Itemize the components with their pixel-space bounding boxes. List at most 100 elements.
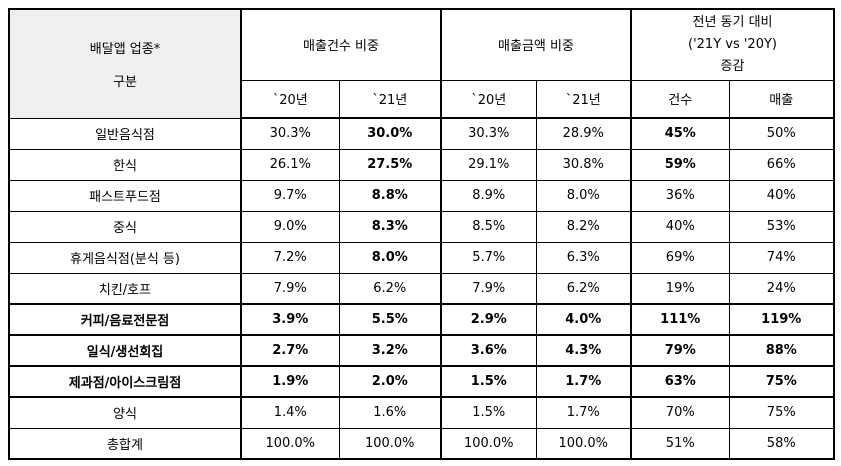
row-label: 휴게음식점(분식 등)	[8, 241, 242, 274]
cell-yoy-count: 51%	[630, 427, 730, 460]
cell-count-y20: 9.0%	[240, 210, 340, 243]
subheader-amount-y20: `20년	[440, 79, 537, 119]
cell-count-y21: 6.2%	[338, 272, 442, 305]
cell-yoy-count: 59%	[630, 148, 730, 181]
cell-count-y20: 1.4%	[240, 396, 340, 429]
cell-amount-y20: 7.9%	[440, 272, 537, 305]
row-label: 일반음식점	[8, 117, 242, 150]
header-group-sales-amount: 매출금액 비중	[440, 8, 632, 81]
cell-amount-y21: 4.0%	[535, 303, 632, 336]
cell-yoy-count: 70%	[630, 396, 730, 429]
cell-count-y20: 30.3%	[240, 117, 340, 150]
table-header: 배달앱 업종* 구분 매출건수 비중 매출금액 비중 전년 동기 대비 ('21…	[8, 8, 835, 119]
row-label: 치킨/호프	[8, 272, 242, 305]
cell-amount-y21: 1.7%	[535, 365, 632, 398]
cell-yoy-count: 40%	[630, 210, 730, 243]
cell-count-y20: 2.7%	[240, 334, 340, 367]
cell-amount-y20: 2.9%	[440, 303, 537, 336]
cell-amount-y21: 6.3%	[535, 241, 632, 274]
cell-count-y20: 100.0%	[240, 427, 340, 460]
cell-count-y21: 5.5%	[338, 303, 442, 336]
subheader-count-y21: `21년	[338, 79, 442, 119]
cell-count-y20: 7.9%	[240, 272, 340, 305]
cell-yoy-count: 111%	[630, 303, 730, 336]
header-category-line1: 배달앱 업종*	[89, 41, 161, 57]
cell-amount-y20: 1.5%	[440, 396, 537, 429]
header-group-yoy: 전년 동기 대비 ('21Y vs '20Y) 증감	[630, 8, 835, 81]
cell-count-y21: 2.0%	[338, 365, 442, 398]
table-row: 휴게음식점(분식 등) 7.2% 8.0% 5.7% 6.3% 69% 74%	[8, 241, 835, 274]
cell-count-y20: 3.9%	[240, 303, 340, 336]
cell-amount-y20: 3.6%	[440, 334, 537, 367]
row-label: 커피/음료전문점	[8, 303, 242, 336]
cell-yoy-count: 69%	[630, 241, 730, 274]
table-row: 치킨/호프 7.9% 6.2% 7.9% 6.2% 19% 24%	[8, 272, 835, 305]
cell-amount-y21: 1.7%	[535, 396, 632, 429]
cell-yoy-sales: 75%	[728, 396, 835, 429]
table-row: 총합계 100.0% 100.0% 100.0% 100.0% 51% 58%	[8, 427, 835, 460]
cell-yoy-sales: 24%	[728, 272, 835, 305]
table-row: 한식 26.1% 27.5% 29.1% 30.8% 59% 66%	[8, 148, 835, 181]
row-label: 양식	[8, 396, 242, 429]
cell-amount-y20: 29.1%	[440, 148, 537, 181]
subheader-amount-y21: `21년	[535, 79, 632, 119]
cell-amount-y21: 6.2%	[535, 272, 632, 305]
cell-count-y20: 1.9%	[240, 365, 340, 398]
row-label: 패스트푸드점	[8, 179, 242, 212]
row-label: 제과점/아이스크림점	[8, 365, 242, 398]
cell-amount-y20: 5.7%	[440, 241, 537, 274]
cell-amount-y20: 100.0%	[440, 427, 537, 460]
row-label: 일식/생선회집	[8, 334, 242, 367]
cell-amount-y20: 8.9%	[440, 179, 537, 212]
cell-amount-y20: 8.5%	[440, 210, 537, 243]
subheader-yoy-sales: 매출	[728, 79, 835, 119]
cell-count-y21: 30.0%	[338, 117, 442, 150]
header-group-sales-count: 매출건수 비중	[240, 8, 442, 81]
cell-yoy-sales: 58%	[728, 427, 835, 460]
header-yoy-line2: ('21Y vs '20Y)	[688, 36, 777, 52]
cell-yoy-count: 19%	[630, 272, 730, 305]
cell-amount-y21: 8.2%	[535, 210, 632, 243]
cell-amount-y21: 100.0%	[535, 427, 632, 460]
row-label: 한식	[8, 148, 242, 181]
cell-count-y21: 8.3%	[338, 210, 442, 243]
cell-yoy-sales: 66%	[728, 148, 835, 181]
cell-yoy-sales: 74%	[728, 241, 835, 274]
cell-amount-y21: 30.8%	[535, 148, 632, 181]
row-label: 중식	[8, 210, 242, 243]
cell-count-y21: 8.0%	[338, 241, 442, 274]
cell-yoy-sales: 119%	[728, 303, 835, 336]
table-row: 커피/음료전문점 3.9% 5.5% 2.9% 4.0% 111% 119%	[8, 303, 835, 336]
header-yoy-line1: 전년 동기 대비	[692, 14, 773, 30]
header-category-cell: 배달앱 업종* 구분	[8, 8, 242, 119]
cell-amount-y20: 30.3%	[440, 117, 537, 150]
row-label: 총합계	[8, 427, 242, 460]
cell-count-y20: 9.7%	[240, 179, 340, 212]
header-category-line2: 구분	[113, 74, 137, 90]
cell-yoy-sales: 75%	[728, 365, 835, 398]
cell-count-y21: 100.0%	[338, 427, 442, 460]
delivery-app-category-table: 배달앱 업종* 구분 매출건수 비중 매출금액 비중 전년 동기 대비 ('21…	[8, 8, 835, 460]
subheader-count-y20: `20년	[240, 79, 340, 119]
table-row: 양식 1.4% 1.6% 1.5% 1.7% 70% 75%	[8, 396, 835, 429]
header-group-row: 배달앱 업종* 구분 매출건수 비중 매출금액 비중 전년 동기 대비 ('21…	[8, 8, 835, 119]
cell-count-y21: 3.2%	[338, 334, 442, 367]
table-row: 일반음식점 30.3% 30.0% 30.3% 28.9% 45% 50%	[8, 117, 835, 150]
cell-count-y21: 8.8%	[338, 179, 442, 212]
cell-amount-y21: 4.3%	[535, 334, 632, 367]
table-row: 중식 9.0% 8.3% 8.5% 8.2% 40% 53%	[8, 210, 835, 243]
cell-yoy-count: 36%	[630, 179, 730, 212]
header-yoy-line3: 증감	[720, 58, 745, 74]
table-row: 제과점/아이스크림점 1.9% 2.0% 1.5% 1.7% 63% 75%	[8, 365, 835, 398]
cell-count-y21: 1.6%	[338, 396, 442, 429]
cell-yoy-count: 79%	[630, 334, 730, 367]
table-row: 일식/생선회집 2.7% 3.2% 3.6% 4.3% 79% 88%	[8, 334, 835, 367]
cell-count-y20: 7.2%	[240, 241, 340, 274]
cell-yoy-sales: 40%	[728, 179, 835, 212]
header-sub-row: `20년 `21년 `20년 `21년 건수 매출	[9, 79, 835, 119]
cell-count-y21: 27.5%	[338, 148, 442, 181]
cell-yoy-count: 63%	[630, 365, 730, 398]
cell-amount-y21: 28.9%	[535, 117, 632, 150]
cell-yoy-sales: 53%	[728, 210, 835, 243]
